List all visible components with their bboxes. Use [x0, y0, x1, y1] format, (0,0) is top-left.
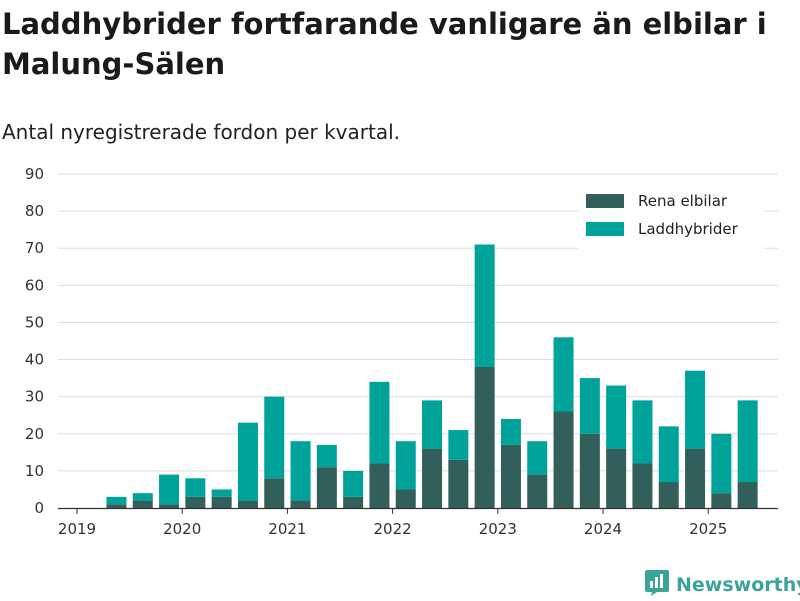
- bar-laddhybrider: [159, 474, 180, 505]
- bar-rena-elbilar: [500, 444, 521, 508]
- bar-laddhybrider: [500, 418, 521, 445]
- bar-laddhybrider: [553, 337, 574, 412]
- bar-laddhybrider: [737, 400, 758, 483]
- legend-label-laddhybrider: Laddhybrider: [638, 220, 739, 238]
- bar-rena-elbilar: [685, 448, 706, 508]
- bar-rena-elbilar: [579, 433, 600, 508]
- y-tick-label: 60: [25, 276, 44, 294]
- bar-rena-elbilar: [737, 482, 758, 508]
- bar-laddhybrider: [106, 496, 127, 505]
- legend: Rena elbilar Laddhybrider: [578, 186, 764, 250]
- bar-laddhybrider: [685, 370, 706, 449]
- y-tick-label: 50: [25, 313, 44, 331]
- bar-rena-elbilar: [658, 482, 679, 508]
- chart-subtitle: Antal nyregistrerade fordon per kvartal.: [2, 120, 401, 144]
- bar-rena-elbilar: [395, 489, 416, 508]
- bar-laddhybrider: [343, 470, 364, 497]
- x-tick-label: 2021: [268, 520, 306, 538]
- brand-logo: Newsworthy: [644, 570, 800, 600]
- x-axis: 2019 2020 2021 2022 2023 2024 2025: [58, 507, 778, 538]
- bar-rena-elbilar: [448, 459, 469, 508]
- grid-lines: [58, 173, 778, 472]
- x-tick-label: 2019: [58, 520, 96, 538]
- y-tick-label: 30: [25, 388, 44, 406]
- bar-laddhybrider: [237, 422, 258, 501]
- legend-swatch-rena-elbilar: [586, 194, 624, 208]
- y-axis-ticks: 0 10 20 30 40 50 60 70 80 90: [25, 165, 44, 517]
- bar-rena-elbilar: [211, 496, 232, 508]
- bar-rena-elbilar: [237, 500, 258, 508]
- bar-laddhybrider: [527, 441, 548, 475]
- x-tick-label: 2023: [479, 520, 517, 538]
- y-tick-label: 0: [34, 499, 44, 517]
- bar-rena-elbilar: [527, 474, 548, 508]
- x-tick-label: 2025: [689, 520, 727, 538]
- bar-rena-elbilar: [185, 496, 206, 508]
- y-tick-label: 20: [25, 425, 44, 443]
- legend-swatch-laddhybrider: [586, 222, 624, 236]
- bar-rena-elbilar: [106, 504, 127, 508]
- brand-name: Newsworthy: [676, 574, 800, 596]
- bar-laddhybrider: [369, 381, 390, 464]
- bar-rena-elbilar: [132, 500, 153, 508]
- bar-laddhybrider: [711, 433, 732, 494]
- bar-rena-elbilar: [711, 493, 732, 508]
- bars: [106, 244, 758, 508]
- bar-rena-elbilar: [316, 467, 337, 508]
- y-tick-label: 80: [25, 202, 44, 220]
- x-tick-label: 2022: [374, 520, 412, 538]
- bar-laddhybrider: [579, 378, 600, 434]
- legend-label-rena-elbilar: Rena elbilar: [638, 192, 728, 210]
- bar-laddhybrider: [422, 400, 443, 449]
- bar-rena-elbilar: [264, 478, 285, 508]
- bar-rena-elbilar: [369, 463, 390, 508]
- bar-laddhybrider: [474, 244, 495, 367]
- bar-laddhybrider: [290, 441, 311, 501]
- bar-rena-elbilar: [474, 366, 495, 508]
- bar-laddhybrider: [316, 444, 337, 468]
- bar-laddhybrider: [132, 493, 153, 501]
- x-tick-label: 2020: [163, 520, 201, 538]
- bar-laddhybrider: [395, 441, 416, 490]
- bar-laddhybrider: [448, 430, 469, 460]
- bar-rena-elbilar: [632, 463, 653, 508]
- bar-laddhybrider: [211, 489, 232, 497]
- bar-laddhybrider: [264, 396, 285, 479]
- bar-rena-elbilar: [606, 448, 627, 508]
- bar-rena-elbilar: [553, 411, 574, 508]
- bar-chart-icon: [644, 569, 670, 601]
- bar-rena-elbilar: [290, 500, 311, 508]
- y-tick-label: 40: [25, 351, 44, 369]
- bar-laddhybrider: [606, 385, 627, 449]
- x-tick-label: 2024: [584, 520, 622, 538]
- bar-laddhybrider: [185, 478, 206, 497]
- bar-rena-elbilar: [422, 448, 443, 508]
- bar-rena-elbilar: [343, 496, 364, 508]
- bar-laddhybrider: [632, 400, 653, 464]
- bar-rena-elbilar: [159, 504, 180, 508]
- y-tick-label: 10: [25, 462, 44, 480]
- bar-laddhybrider: [658, 426, 679, 483]
- y-tick-label: 70: [25, 239, 44, 257]
- y-tick-label: 90: [25, 165, 44, 183]
- chart-title: Laddhybrider fortfarande vanligare än el…: [2, 7, 767, 81]
